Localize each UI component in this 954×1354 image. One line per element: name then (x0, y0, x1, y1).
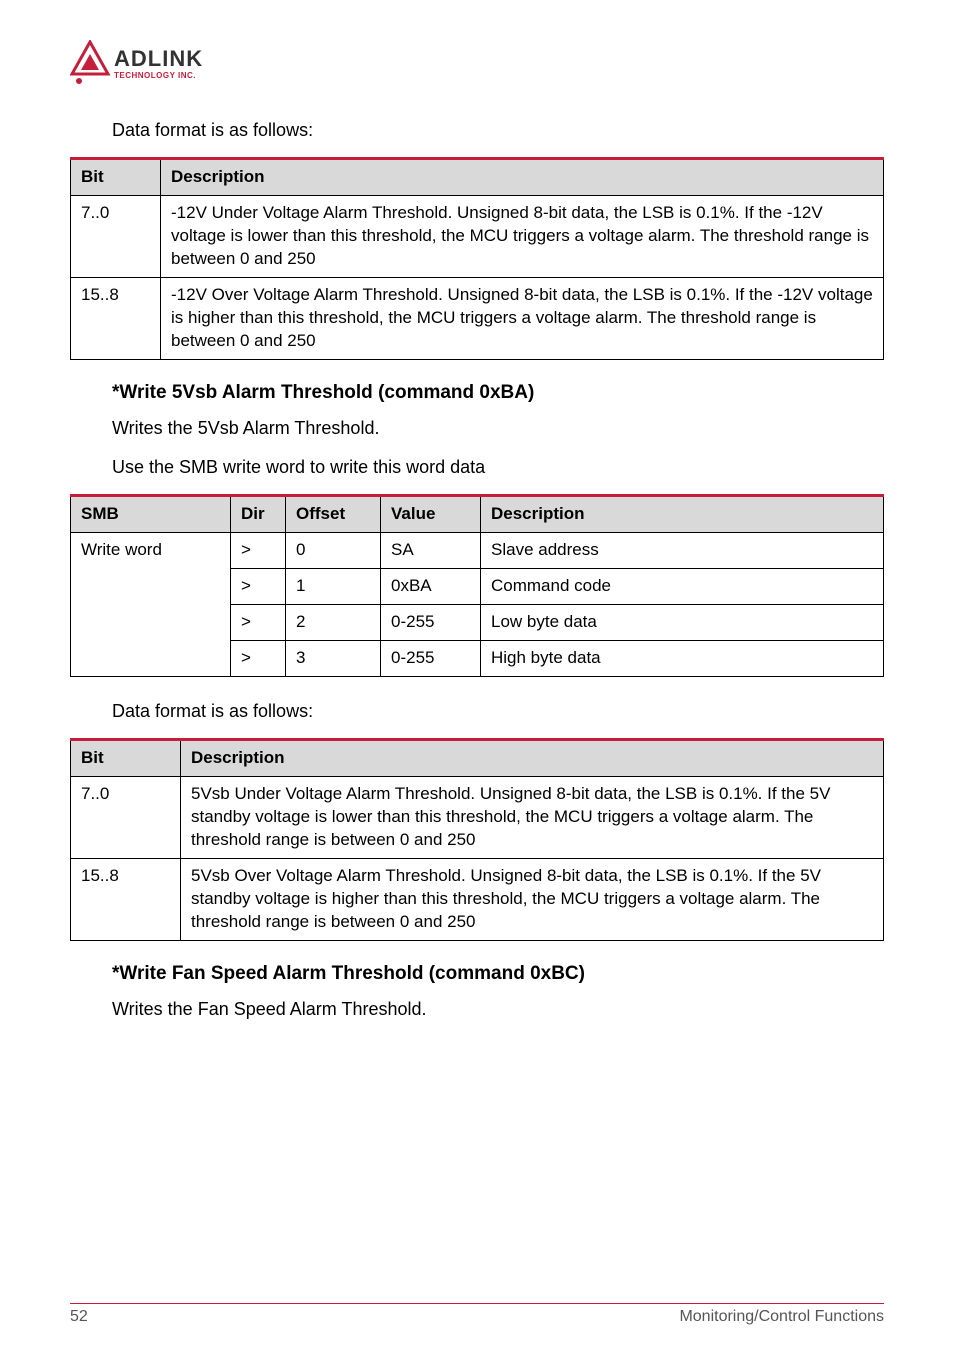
cell-value: SA (381, 533, 481, 569)
cell-dir: > (231, 569, 286, 605)
table-row: 15..8 -12V Over Voltage Alarm Threshold.… (71, 277, 884, 359)
cell-bit: 7..0 (71, 196, 161, 278)
header-bit: Bit (71, 740, 181, 777)
intro-text-1: Data format is as follows: (112, 118, 884, 143)
section-line: Writes the 5Vsb Alarm Threshold. (112, 416, 884, 441)
cell-desc: Command code (481, 569, 884, 605)
table-5vsb-threshold: Bit Description 7..0 5Vsb Under Voltage … (70, 738, 884, 941)
table-row: 7..0 5Vsb Under Voltage Alarm Threshold.… (71, 776, 884, 858)
cell-offset: 3 (286, 640, 381, 676)
cell-offset: 2 (286, 604, 381, 640)
cell-desc: 5Vsb Over Voltage Alarm Threshold. Unsig… (181, 858, 884, 940)
header-offset: Offset (286, 496, 381, 533)
cell-offset: 1 (286, 569, 381, 605)
page-content: ADLINK TECHNOLOGY INC. Data format is as… (0, 0, 954, 1066)
header-desc: Description (481, 496, 884, 533)
cell-offset: 0 (286, 533, 381, 569)
table-row: 15..8 5Vsb Over Voltage Alarm Threshold.… (71, 858, 884, 940)
cell-dir: > (231, 604, 286, 640)
cell-desc: -12V Over Voltage Alarm Threshold. Unsig… (161, 277, 884, 359)
cell-value: 0xBA (381, 569, 481, 605)
header-desc: Description (161, 159, 884, 196)
page-footer: 52 Monitoring/Control Functions (70, 1303, 884, 1326)
cell-desc: High byte data (481, 640, 884, 676)
header-dir: Dir (231, 496, 286, 533)
section-line: Use the SMB write word to write this wor… (112, 455, 884, 480)
cell-value: 0-255 (381, 604, 481, 640)
section-line: Writes the Fan Speed Alarm Threshold. (112, 997, 884, 1022)
header-desc: Description (181, 740, 884, 777)
table-header-row: SMB Dir Offset Value Description (71, 496, 884, 533)
cell-desc: Low byte data (481, 604, 884, 640)
header-value: Value (381, 496, 481, 533)
cell-value: 0-255 (381, 640, 481, 676)
table-header-row: Bit Description (71, 740, 884, 777)
table-smb-write: SMB Dir Offset Value Description Write w… (70, 494, 884, 677)
cell-dir: > (231, 533, 286, 569)
intro-text-2: Data format is as follows: (112, 699, 884, 724)
cell-desc: Slave address (481, 533, 884, 569)
cell-dir: > (231, 640, 286, 676)
table-header-row: Bit Description (71, 159, 884, 196)
cell-bit: 15..8 (71, 277, 161, 359)
table-12v-threshold: Bit Description 7..0 -12V Under Voltage … (70, 157, 884, 360)
table-row: Write word > 0 SA Slave address (71, 533, 884, 569)
page-number: 52 (70, 1308, 88, 1326)
cell-desc: -12V Under Voltage Alarm Threshold. Unsi… (161, 196, 884, 278)
header-bit: Bit (71, 159, 161, 196)
table-row: 7..0 -12V Under Voltage Alarm Threshold.… (71, 196, 884, 278)
cell-bit: 7..0 (71, 776, 181, 858)
header-smb: SMB (71, 496, 231, 533)
section-name: Monitoring/Control Functions (679, 1308, 884, 1326)
cell-desc: 5Vsb Under Voltage Alarm Threshold. Unsi… (181, 776, 884, 858)
svg-text:TECHNOLOGY INC.: TECHNOLOGY INC. (114, 71, 196, 80)
brand-logo: ADLINK TECHNOLOGY INC. (70, 40, 884, 88)
section-title-5vsb: *Write 5Vsb Alarm Threshold (command 0xB… (112, 382, 884, 404)
cell-bit: 15..8 (71, 858, 181, 940)
section-title-fan: *Write Fan Speed Alarm Threshold (comman… (112, 963, 884, 985)
cell-smb: Write word (71, 533, 231, 677)
svg-text:ADLINK: ADLINK (114, 46, 203, 71)
